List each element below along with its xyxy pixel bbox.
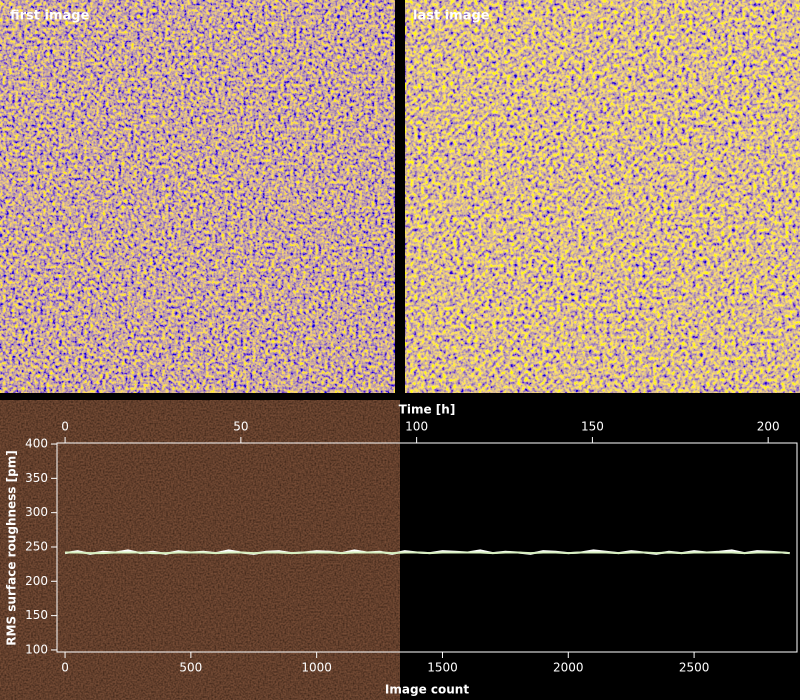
- y-tick-label: 350: [25, 471, 48, 485]
- plot-frame: [56, 442, 798, 653]
- panel-label: first image: [10, 9, 90, 24]
- y-tick-label: 150: [25, 608, 48, 622]
- x2-tick-label: 150: [581, 420, 604, 434]
- y-axis-title: RMS surface roughness [pm]: [5, 450, 19, 645]
- x2-tick-label: 200: [757, 420, 780, 434]
- y-tick-label: 250: [25, 539, 48, 553]
- x2-tick-label: 100: [405, 420, 428, 434]
- last-image: [405, 0, 800, 393]
- x-tick-label: 500: [179, 661, 202, 675]
- first-image: [0, 0, 395, 393]
- y-tick-label: 100: [25, 642, 48, 656]
- background-noise: [0, 400, 400, 700]
- x2-axis-title: Time [h]: [399, 403, 456, 417]
- x2-tick-label: 0: [61, 420, 69, 434]
- panel-label: last image: [413, 9, 490, 24]
- x-tick-label: 1000: [301, 661, 332, 675]
- x2-tick-label: 50: [233, 420, 248, 434]
- y-tick-label: 300: [25, 505, 48, 519]
- x-axis-title: Image count: [385, 683, 469, 697]
- y-tick-label: 200: [25, 574, 48, 588]
- line: [65, 551, 790, 555]
- x-tick-label: 0: [61, 661, 69, 675]
- x-tick-label: 1500: [427, 661, 458, 675]
- x-tick-label: 2000: [553, 661, 584, 675]
- y-tick-label: 400: [25, 437, 48, 451]
- x-tick-label: 2500: [679, 661, 710, 675]
